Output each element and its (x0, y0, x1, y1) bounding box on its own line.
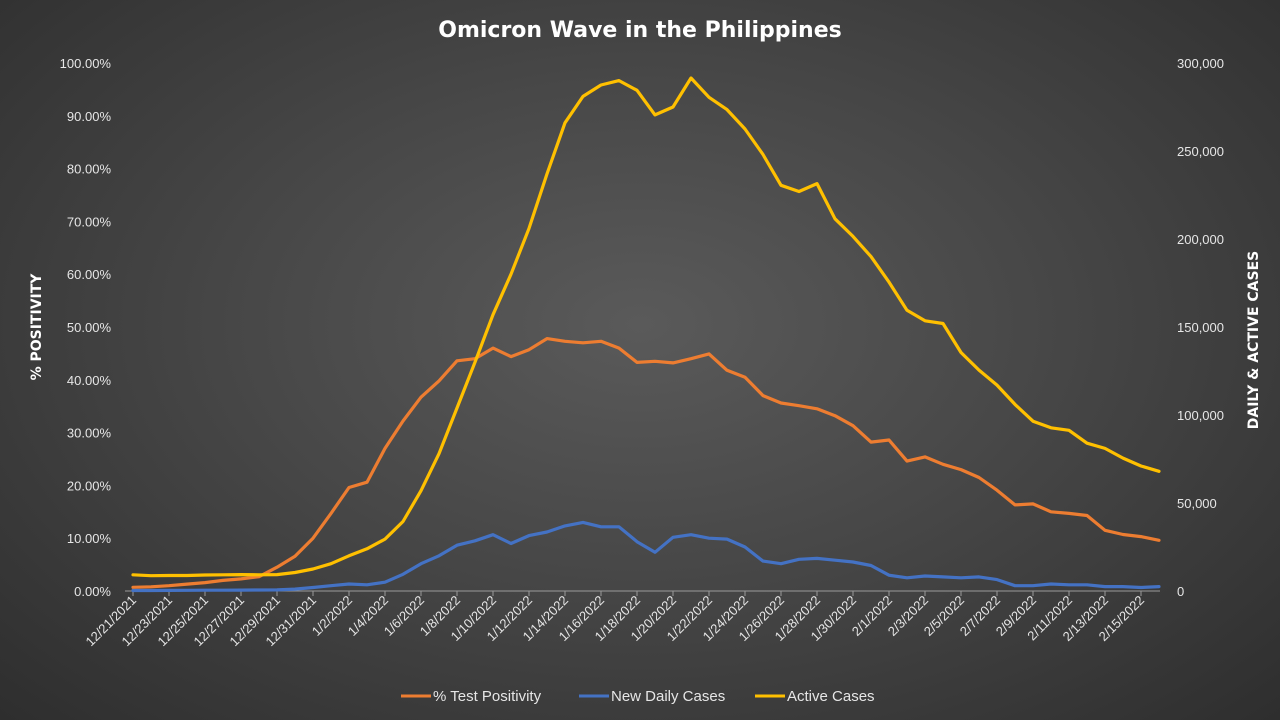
legend-item-active-cases: Active Cases (755, 688, 875, 705)
y-left-tick-label: 90.00% (67, 109, 112, 124)
y-left-tick-label: 30.00% (67, 426, 112, 441)
legend-label-test-positivity: % Test Positivity (433, 688, 542, 705)
legend-item-new-daily-cases: New Daily Cases (579, 688, 725, 705)
y-left-tick-label: 70.00% (67, 214, 112, 229)
x-axis-ticks: 12/21/202112/23/202112/25/202112/27/2021… (82, 591, 1147, 649)
y-right-tick-label: 100,000 (1177, 408, 1224, 423)
y-right-tick-label: 200,000 (1177, 232, 1224, 247)
series-layer (131, 76, 1161, 593)
legend-label-new-daily-cases: New Daily Cases (611, 688, 725, 705)
y-right-tick-label: 0 (1177, 584, 1184, 599)
y-right-tick-label: 300,000 (1177, 56, 1224, 71)
legend-item-test-positivity: % Test Positivity (401, 688, 542, 705)
y-axis-left-ticks: 0.00% 10.00% 20.00% 30.00% 40.00% 50.00% 60.00… (60, 56, 112, 599)
series-active-cases-line (131, 76, 1161, 578)
chart-title: Omicron Wave in the Philippines (438, 18, 842, 43)
y-left-tick-label: 80.00% (67, 162, 112, 177)
legend-label-active-cases: Active Cases (787, 688, 875, 705)
y-right-tick-label: 50,000 (1177, 496, 1217, 511)
y-left-tick-label: 10.00% (67, 531, 112, 546)
y-right-tick-label: 250,000 (1177, 144, 1224, 159)
y-left-tick-label: 100.00% (60, 56, 112, 71)
y-left-tick-label: 20.00% (67, 478, 112, 493)
legend: % Test Positivity New Daily Cases Active… (401, 688, 875, 705)
y-axis-left-title: % POSITIVITY (29, 273, 45, 381)
y-left-tick-label: 40.00% (67, 373, 112, 388)
y-right-tick-label: 150,000 (1177, 320, 1224, 335)
y-left-tick-label: 0.00% (74, 584, 111, 599)
series-test-positivity-line (131, 337, 1161, 589)
y-left-tick-label: 60.00% (67, 267, 112, 282)
y-axis-right-ticks: 0 50,000 100,000 150,000 200,000 250,000 300,0… (1177, 56, 1224, 599)
series-new-daily-cases-line (131, 520, 1161, 593)
y-left-tick-label: 50.00% (67, 320, 112, 335)
y-axis-right-title: DAILY & ACTIVE CASES (1246, 251, 1262, 429)
